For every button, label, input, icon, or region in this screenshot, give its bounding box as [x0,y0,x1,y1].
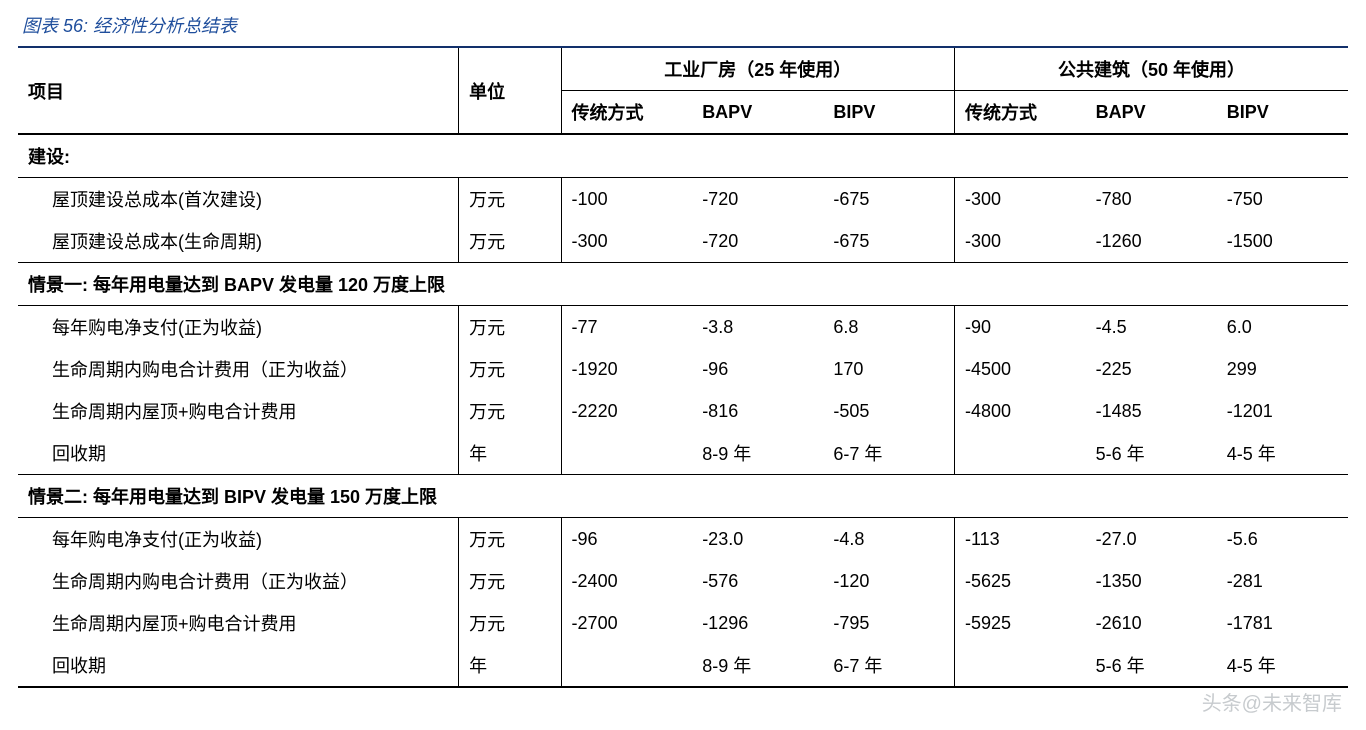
data-cell: -780 [1086,178,1217,221]
data-cell: -5925 [954,602,1085,644]
data-cell: -27.0 [1086,518,1217,561]
data-cell [561,432,692,475]
data-cell: 5-6 年 [1086,432,1217,475]
data-cell: -96 [561,518,692,561]
data-cell: -77 [561,306,692,349]
col-sub-header: 传统方式 [561,91,692,135]
row-unit: 万元 [459,602,561,644]
col-group-industrial: 工业厂房（25 年使用） [561,47,954,91]
data-cell: -96 [692,348,823,390]
data-cell: -505 [823,390,954,432]
row-label: 屋顶建设总成本(首次建设) [18,178,459,221]
data-cell: 4-5 年 [1217,644,1348,687]
data-cell: -5625 [954,560,1085,602]
row-label: 生命周期内购电合计费用（正为收益） [18,560,459,602]
data-cell: -281 [1217,560,1348,602]
col-sub-header: BAPV [1086,91,1217,135]
row-label: 屋顶建设总成本(生命周期) [18,220,459,263]
data-cell: -750 [1217,178,1348,221]
row-unit: 万元 [459,560,561,602]
data-cell: 6.0 [1217,306,1348,349]
data-cell: -300 [561,220,692,263]
data-cell: -120 [823,560,954,602]
data-cell: -4500 [954,348,1085,390]
data-cell: -2220 [561,390,692,432]
col-group-public: 公共建筑（50 年使用） [954,47,1348,91]
row-unit: 万元 [459,178,561,221]
data-cell: 4-5 年 [1217,432,1348,475]
row-label: 生命周期内屋顶+购电合计费用 [18,390,459,432]
row-unit: 年 [459,432,561,475]
data-cell: -300 [954,220,1085,263]
data-cell [954,644,1085,687]
data-cell: -675 [823,178,954,221]
row-label: 生命周期内购电合计费用（正为收益） [18,348,459,390]
row-label: 生命周期内屋顶+购电合计费用 [18,602,459,644]
data-cell: -1500 [1217,220,1348,263]
data-cell: 8-9 年 [692,432,823,475]
data-cell: -300 [954,178,1085,221]
watermark: 头条@未来智库 [1202,687,1342,716]
data-cell: -3.8 [692,306,823,349]
data-cell: 6-7 年 [823,432,954,475]
data-cell: -113 [954,518,1085,561]
col-sub-header: BAPV [692,91,823,135]
row-label: 每年购电净支付(正为收益) [18,518,459,561]
row-label: 回收期 [18,644,459,687]
data-cell: -5.6 [1217,518,1348,561]
data-cell: 299 [1217,348,1348,390]
col-sub-header: 传统方式 [954,91,1085,135]
data-cell [561,644,692,687]
data-cell: -4.5 [1086,306,1217,349]
col-sub-header: BIPV [1217,91,1348,135]
section-title: 建设: [18,134,1348,178]
data-cell: -2700 [561,602,692,644]
data-cell: -225 [1086,348,1217,390]
row-unit: 万元 [459,390,561,432]
data-cell: 6.8 [823,306,954,349]
data-cell: -4.8 [823,518,954,561]
data-cell: 5-6 年 [1086,644,1217,687]
economic-summary-table: 项目 单位 工业厂房（25 年使用） 公共建筑（50 年使用） 传统方式 BAP… [18,46,1348,688]
data-cell: -4800 [954,390,1085,432]
data-cell: -1296 [692,602,823,644]
data-cell: -23.0 [692,518,823,561]
row-unit: 年 [459,644,561,687]
section-title: 情景一: 每年用电量达到 BAPV 发电量 120 万度上限 [18,263,1348,306]
data-cell: -100 [561,178,692,221]
col-sub-header: BIPV [823,91,954,135]
row-label: 每年购电净支付(正为收益) [18,306,459,349]
data-cell [954,432,1085,475]
data-cell: -675 [823,220,954,263]
data-cell: -795 [823,602,954,644]
row-unit: 万元 [459,306,561,349]
table-caption: 图表 56: 经济性分析总结表 [22,12,1348,38]
data-cell: -1260 [1086,220,1217,263]
row-label: 回收期 [18,432,459,475]
row-unit: 万元 [459,348,561,390]
data-cell: -816 [692,390,823,432]
data-cell: -1201 [1217,390,1348,432]
section-title: 情景二: 每年用电量达到 BIPV 发电量 150 万度上限 [18,475,1348,518]
data-cell: -720 [692,220,823,263]
data-cell: 8-9 年 [692,644,823,687]
col-header-unit: 单位 [459,47,561,134]
data-cell: 6-7 年 [823,644,954,687]
data-cell: -90 [954,306,1085,349]
data-cell: -1781 [1217,602,1348,644]
data-cell: -1485 [1086,390,1217,432]
col-header-item: 项目 [18,47,459,134]
data-cell: -720 [692,178,823,221]
data-cell: -2400 [561,560,692,602]
data-cell: -2610 [1086,602,1217,644]
data-cell: -1350 [1086,560,1217,602]
data-cell: 170 [823,348,954,390]
data-cell: -1920 [561,348,692,390]
data-cell: -576 [692,560,823,602]
row-unit: 万元 [459,220,561,263]
row-unit: 万元 [459,518,561,561]
